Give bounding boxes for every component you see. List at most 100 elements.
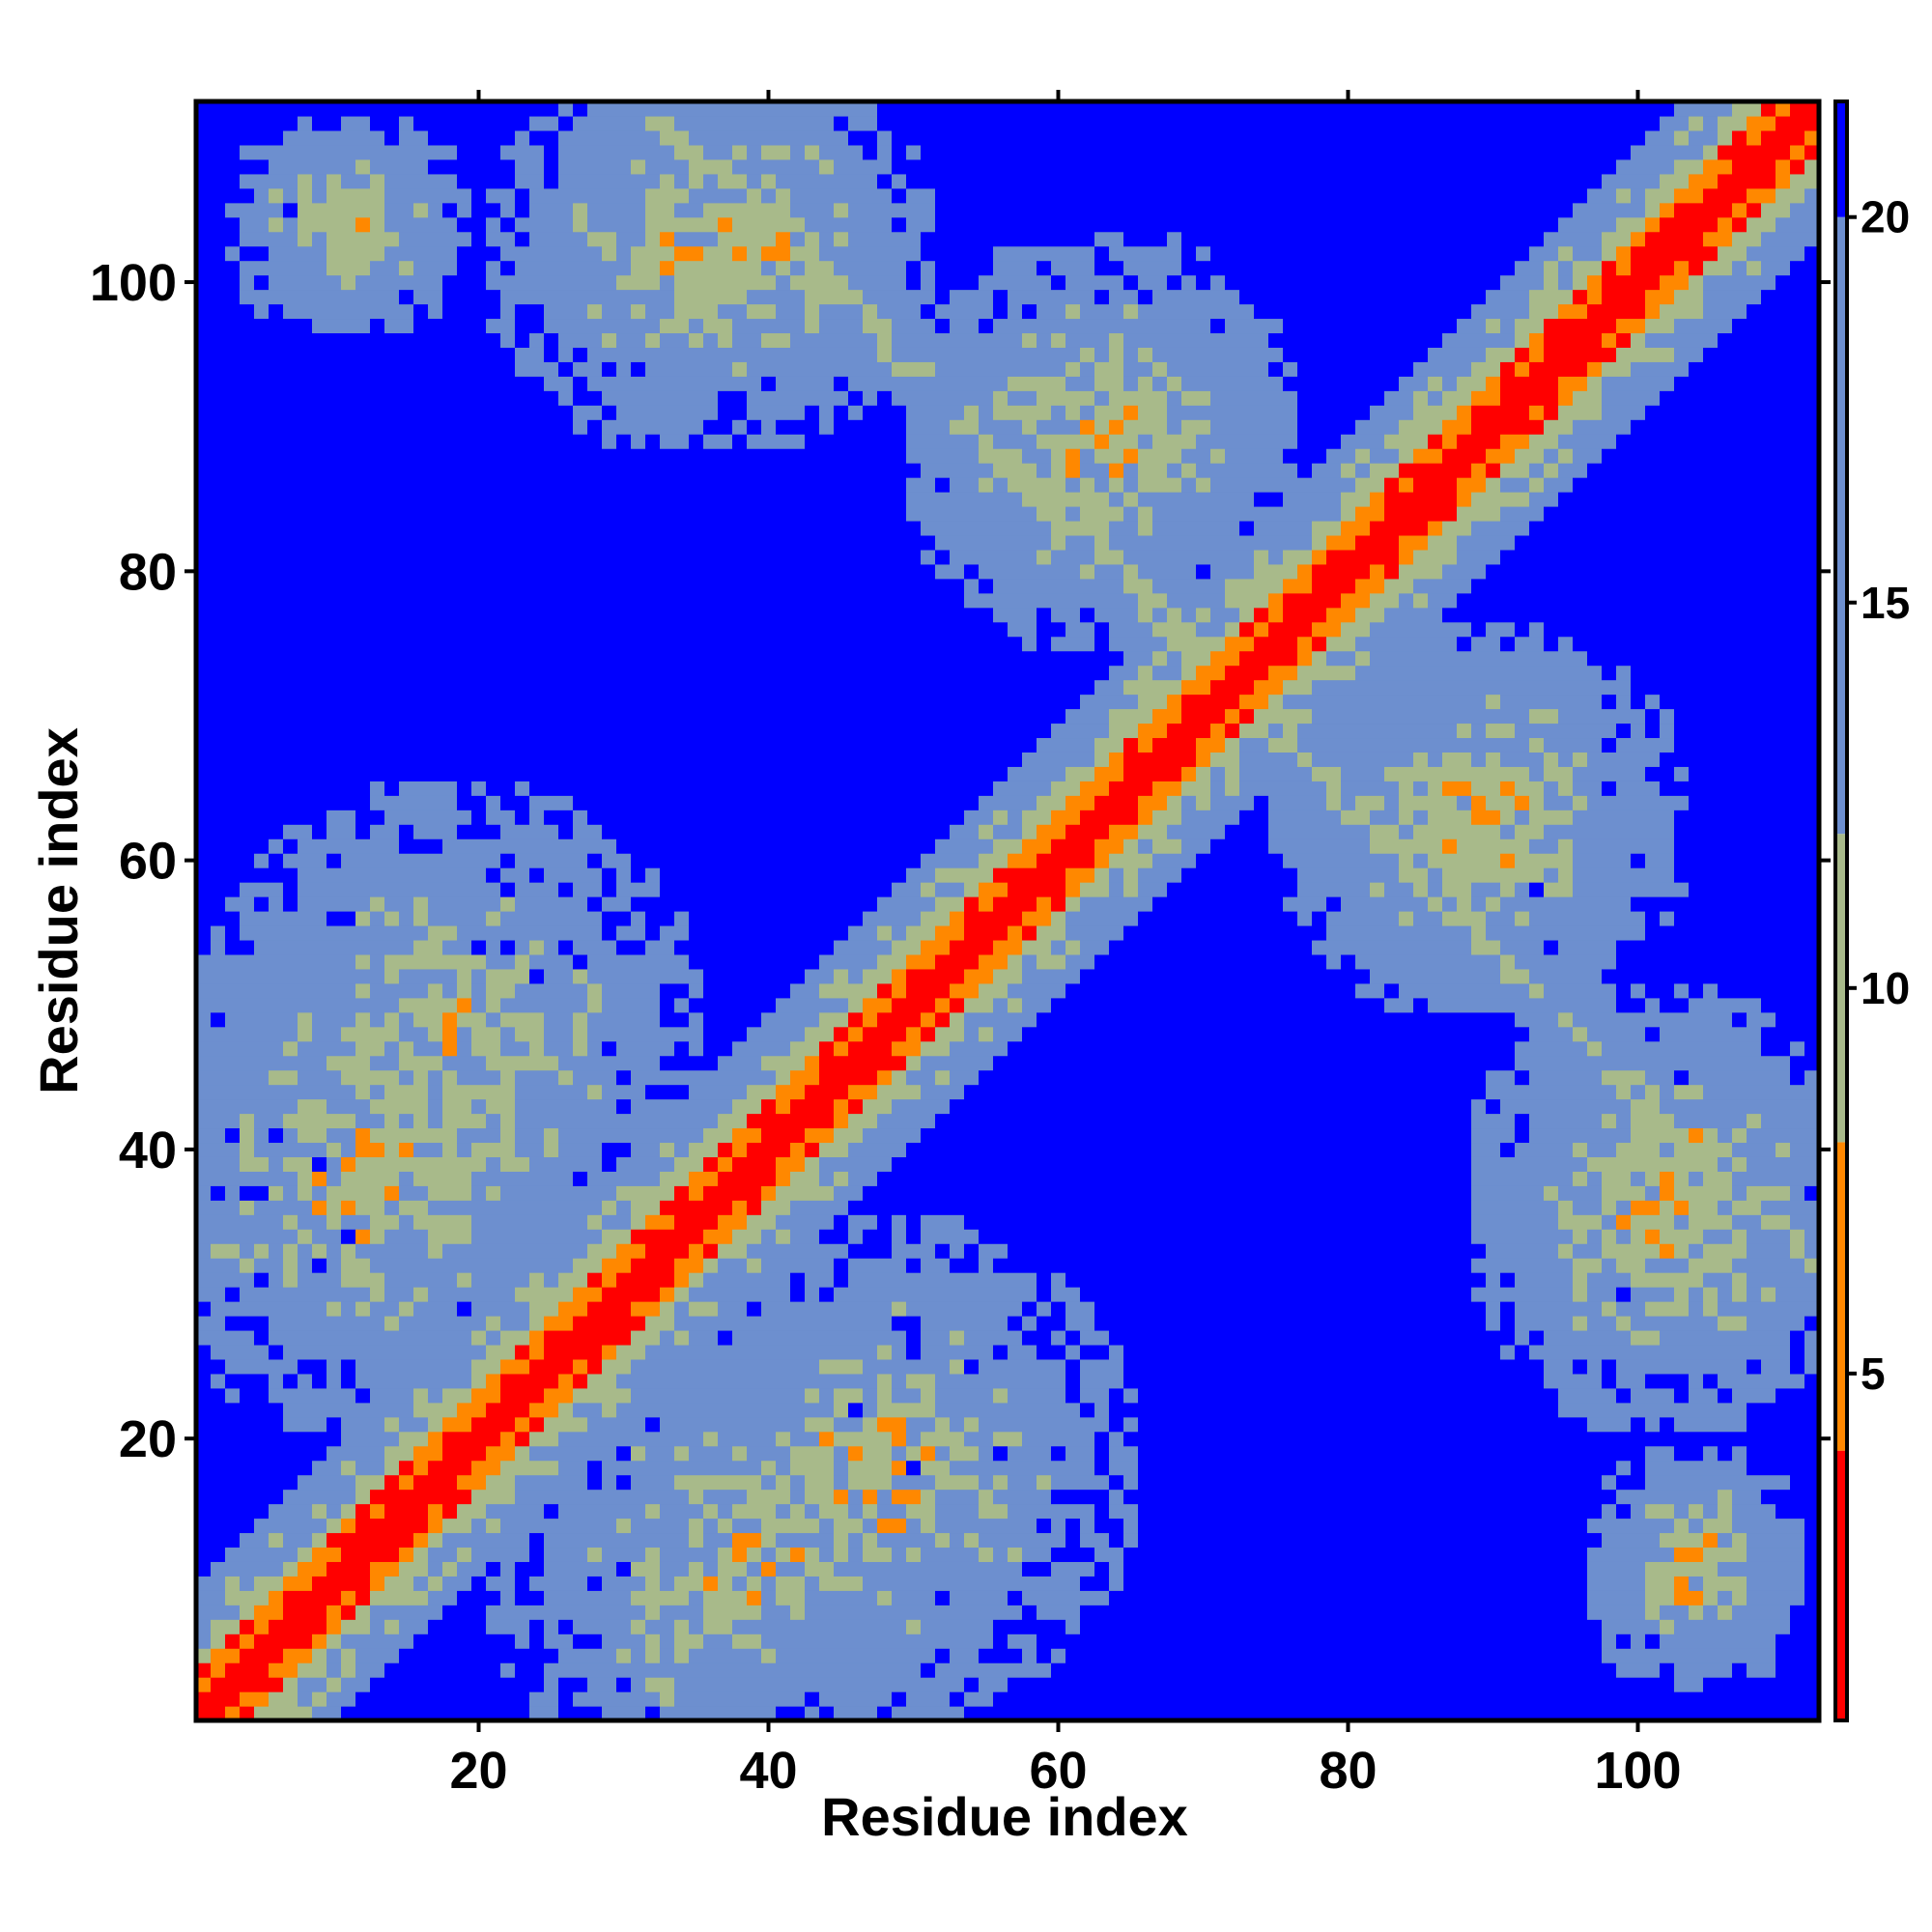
- heatmap-cell: [457, 434, 472, 449]
- heatmap-cell: [747, 318, 762, 334]
- heatmap-cell: [211, 766, 226, 781]
- heatmap-cell: [327, 781, 342, 796]
- heatmap-cell: [631, 434, 646, 449]
- heatmap-cell: [660, 824, 675, 839]
- heatmap-cell: [790, 158, 806, 175]
- heatmap-cell: [819, 1040, 835, 1057]
- heatmap-cell: [558, 621, 574, 638]
- heatmap-cell: [327, 173, 342, 189]
- heatmap-cell: [312, 115, 327, 131]
- heatmap-cell: [196, 1272, 212, 1288]
- heatmap-cell: [703, 434, 719, 449]
- heatmap-cell: [269, 1634, 284, 1649]
- heatmap-cell: [819, 289, 835, 305]
- heatmap-cell: [805, 1113, 820, 1129]
- heatmap-cell: [834, 939, 849, 955]
- heatmap-cell: [515, 939, 530, 955]
- heatmap-cell: [747, 1373, 762, 1389]
- heatmap-cell: [471, 636, 487, 652]
- heatmap-cell: [544, 1358, 559, 1375]
- heatmap-cell: [616, 463, 632, 478]
- heatmap-cell: [616, 1316, 632, 1331]
- heatmap-cell: [645, 1040, 661, 1057]
- heatmap-cell: [254, 405, 270, 420]
- heatmap-cell: [660, 202, 675, 218]
- heatmap-cell: [529, 882, 545, 897]
- heatmap-cell: [631, 838, 646, 854]
- heatmap-cell: [399, 1329, 414, 1346]
- heatmap-cell: [442, 1214, 458, 1230]
- heatmap-cell: [370, 1547, 385, 1562]
- heatmap-cell: [776, 1316, 791, 1331]
- heatmap-cell: [341, 665, 356, 681]
- heatmap-cell: [399, 997, 414, 1013]
- heatmap-cell: [312, 1098, 327, 1115]
- heatmap-cell: [776, 463, 791, 478]
- heatmap-cell: [211, 896, 226, 912]
- heatmap-cell: [312, 289, 327, 305]
- heatmap-cell: [747, 303, 762, 320]
- heatmap-cell: [471, 231, 487, 247]
- heatmap-cell: [327, 1258, 342, 1273]
- heatmap-cell: [428, 795, 443, 810]
- heatmap-cell: [283, 1243, 298, 1259]
- heatmap-cell: [471, 390, 487, 406]
- heatmap-cell: [761, 1358, 777, 1375]
- heatmap-cell: [283, 1301, 298, 1317]
- heatmap-cell: [384, 347, 400, 362]
- heatmap-cell: [689, 1431, 704, 1447]
- heatmap-cell: [616, 1489, 632, 1505]
- heatmap-cell: [805, 1040, 820, 1057]
- heatmap-cell: [703, 1503, 719, 1520]
- heatmap-cell: [457, 896, 472, 912]
- heatmap-cell: [399, 1185, 414, 1201]
- heatmap-cell: [327, 158, 342, 175]
- heatmap-cell: [819, 563, 835, 580]
- heatmap-cell: [776, 752, 791, 767]
- heatmap-cell: [399, 129, 414, 146]
- heatmap-cell: [805, 795, 820, 810]
- heatmap-cell: [384, 1026, 400, 1042]
- heatmap-cell: [240, 1055, 255, 1071]
- heatmap-cell: [269, 520, 284, 536]
- heatmap-cell: [805, 810, 820, 825]
- heatmap-cell: [732, 289, 748, 305]
- heatmap-cell: [486, 911, 501, 926]
- heatmap-cell: [790, 1185, 806, 1201]
- heatmap-cell: [631, 795, 646, 810]
- heatmap-cell: [312, 867, 327, 883]
- heatmap-cell: [805, 636, 820, 652]
- heatmap-cell: [370, 882, 385, 897]
- heatmap-cell: [819, 419, 835, 435]
- heatmap-cell: [211, 1127, 226, 1144]
- heatmap-cell: [225, 882, 241, 897]
- heatmap-cell: [399, 347, 414, 362]
- heatmap-cell: [196, 708, 212, 724]
- heatmap-cell: [500, 708, 516, 724]
- heatmap-cell: [428, 434, 443, 449]
- heatmap-cell: [471, 1387, 487, 1404]
- heatmap-cell: [558, 708, 574, 724]
- heatmap-cell: [471, 766, 487, 781]
- heatmap-cell: [631, 1416, 646, 1433]
- heatmap-cell: [471, 1127, 487, 1144]
- heatmap-cell: [196, 115, 212, 131]
- heatmap-cell: [327, 318, 342, 334]
- heatmap-cell: [486, 1561, 501, 1577]
- heatmap-cell: [587, 939, 603, 955]
- heatmap-cell: [500, 1561, 516, 1577]
- heatmap-cell: [413, 231, 429, 247]
- heatmap-cell: [341, 1373, 356, 1389]
- heatmap-cell: [355, 853, 371, 868]
- heatmap-cell: [790, 549, 806, 565]
- heatmap-cell: [283, 1648, 298, 1663]
- heatmap-cell: [399, 419, 414, 435]
- heatmap-cell: [660, 549, 675, 565]
- heatmap-cell: [196, 636, 212, 652]
- heatmap-cell: [196, 187, 212, 204]
- heatmap-cell: [225, 506, 241, 522]
- heatmap-cell: [269, 968, 284, 984]
- heatmap-cell: [529, 289, 545, 305]
- heatmap-cell: [529, 867, 545, 883]
- heatmap-cell: [370, 1069, 385, 1086]
